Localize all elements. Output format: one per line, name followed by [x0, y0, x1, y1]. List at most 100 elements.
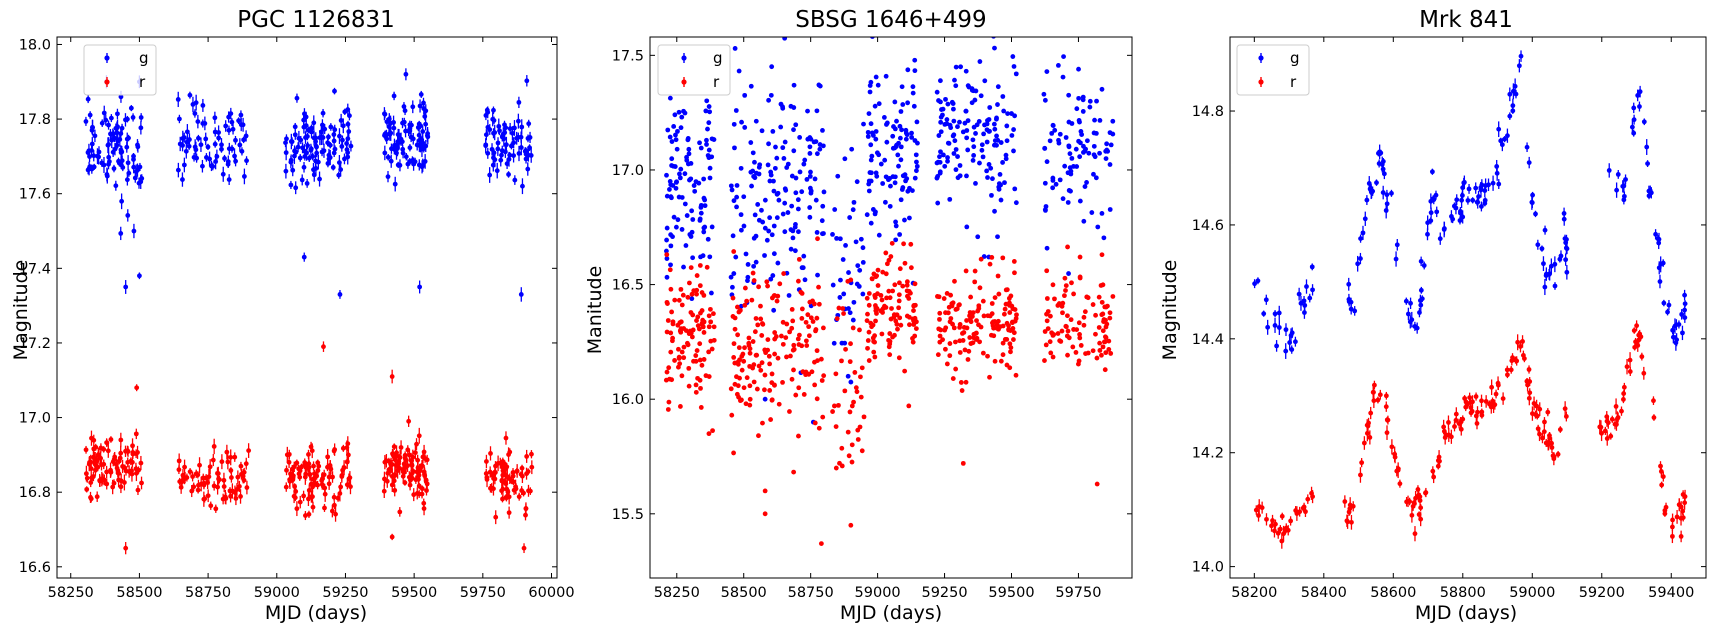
point-r	[1518, 343, 1523, 349]
point-r	[283, 484, 289, 490]
point-g	[742, 125, 748, 130]
point-g	[768, 92, 774, 98]
point-g	[1682, 301, 1688, 307]
y-tick-label: 14.6	[1192, 218, 1224, 234]
point-r	[754, 386, 760, 392]
point-g	[1108, 142, 1114, 148]
point-r	[711, 324, 717, 330]
point-g	[119, 198, 125, 204]
point-r	[735, 332, 741, 338]
point-r	[697, 357, 703, 363]
y-tick-label: 16.0	[612, 392, 644, 408]
axis-ticks: 58250 58500 58750 59000 59250 59500 5975015.51…	[612, 37, 1132, 601]
point-g	[1050, 185, 1056, 191]
point-g	[320, 110, 326, 116]
point-r	[711, 337, 717, 343]
point-r	[1007, 302, 1012, 308]
point-g	[1084, 138, 1090, 144]
point-r	[503, 466, 509, 471]
point-g	[667, 134, 673, 140]
point-g	[690, 255, 696, 261]
point-r	[1526, 395, 1532, 401]
point-r	[816, 425, 822, 431]
point-g	[884, 139, 890, 145]
point-g	[892, 126, 898, 132]
point-r	[519, 488, 525, 493]
point-g	[1276, 310, 1282, 316]
point-r	[1350, 503, 1356, 509]
point-g	[817, 83, 823, 89]
point-g	[819, 218, 825, 224]
point-g	[1454, 197, 1460, 203]
point-g	[425, 134, 431, 140]
point-g	[892, 99, 898, 105]
point-r	[690, 327, 696, 333]
point-r	[1639, 354, 1645, 360]
point-r	[113, 462, 119, 467]
point-g	[817, 146, 823, 152]
point-r	[89, 475, 95, 480]
point-r	[1495, 380, 1501, 386]
point-r	[801, 392, 807, 397]
point-r	[1452, 424, 1457, 429]
point-r	[796, 385, 802, 391]
point-r	[989, 255, 995, 260]
y-tick-label: 14.0	[1192, 560, 1224, 576]
point-g	[490, 116, 496, 122]
point-r	[710, 428, 715, 434]
point-r	[815, 236, 820, 242]
point-g	[697, 140, 702, 146]
legend-box	[657, 44, 731, 96]
point-r	[1463, 404, 1469, 410]
point-g	[835, 173, 841, 179]
point-g	[953, 147, 959, 152]
point-r	[1110, 294, 1116, 299]
point-g	[786, 293, 792, 298]
point-r	[238, 494, 243, 499]
point-g	[691, 183, 697, 188]
point-g	[331, 150, 337, 156]
point-g	[283, 150, 289, 156]
point-g	[991, 142, 997, 148]
point-g	[1476, 194, 1481, 199]
point-r	[975, 308, 981, 314]
point-r	[897, 266, 903, 272]
point-r	[963, 268, 969, 274]
point-r	[286, 451, 292, 457]
point-r	[1060, 310, 1065, 316]
point-g	[1516, 63, 1522, 69]
point-r	[1389, 444, 1395, 450]
point-r	[859, 365, 865, 371]
point-r	[676, 346, 681, 352]
point-r	[1000, 255, 1006, 261]
point-r	[308, 444, 314, 450]
point-r	[886, 288, 892, 294]
point-r	[841, 311, 846, 316]
point-r	[1099, 299, 1105, 305]
point-g	[706, 155, 712, 161]
point-g	[1013, 71, 1019, 77]
point-g	[792, 248, 798, 254]
point-g	[525, 166, 531, 172]
point-g	[301, 124, 307, 130]
point-g	[820, 127, 825, 133]
point-r	[1551, 456, 1557, 462]
point-g	[403, 71, 409, 77]
point-g	[198, 142, 204, 148]
point-g	[420, 129, 426, 134]
point-g	[180, 177, 185, 182]
point-r	[810, 319, 816, 324]
point-r	[820, 325, 826, 331]
point-r	[706, 349, 712, 355]
point-g	[1670, 334, 1676, 340]
point-r	[1044, 268, 1050, 274]
point-g	[389, 146, 394, 152]
point-r	[1678, 534, 1684, 539]
point-r	[848, 522, 854, 528]
point-g	[87, 112, 93, 118]
point-r	[306, 452, 311, 457]
point-r	[740, 351, 746, 357]
point-r	[742, 345, 747, 351]
point-g	[527, 145, 532, 151]
point-r	[292, 495, 298, 501]
